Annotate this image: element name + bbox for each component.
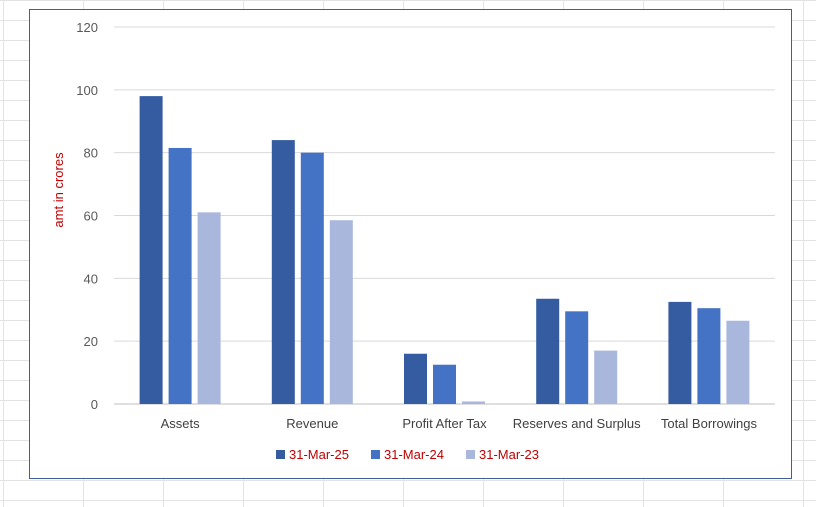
x-category-label: Revenue xyxy=(286,416,338,431)
bar[interactable] xyxy=(668,301,692,404)
bar-chart: 0 20 40 60 80 100 120 Assets Revenue Profit Afte… xyxy=(51,20,775,462)
bar[interactable] xyxy=(139,96,163,404)
bar[interactable] xyxy=(197,212,221,404)
legend: 31-Mar-25 31-Mar-24 31-Mar-23 xyxy=(276,447,539,462)
y-axis-title: amt in crores xyxy=(51,152,66,228)
y-tick-label: 100 xyxy=(76,83,98,98)
y-tick-label: 40 xyxy=(84,271,98,286)
bars xyxy=(139,96,750,404)
y-tick-label: 60 xyxy=(84,209,98,224)
bar[interactable] xyxy=(433,364,456,404)
legend-swatch xyxy=(466,450,475,459)
bar[interactable] xyxy=(300,152,324,404)
y-tick-label: 20 xyxy=(84,334,98,349)
legend-label: 31-Mar-24 xyxy=(384,447,444,462)
x-category-label: Assets xyxy=(161,416,201,431)
x-axis-categories: Assets Revenue Profit After Tax Reserves an… xyxy=(161,416,758,431)
bar[interactable] xyxy=(726,320,750,404)
legend-label: 31-Mar-25 xyxy=(289,447,349,462)
y-axis-ticks: 0 20 40 60 80 100 120 xyxy=(76,20,98,412)
bar[interactable] xyxy=(697,308,721,404)
legend-label: 31-Mar-23 xyxy=(479,447,539,462)
chart-frame[interactable]: 0 20 40 60 80 100 120 Assets Revenue Profit Afte… xyxy=(29,9,792,479)
bar[interactable] xyxy=(565,311,589,404)
bar[interactable] xyxy=(168,147,192,404)
bar[interactable] xyxy=(271,140,295,404)
x-category-label: Total Borrowings xyxy=(661,416,758,431)
y-tick-label: 0 xyxy=(91,397,98,412)
bar[interactable] xyxy=(404,353,427,404)
y-tick-label: 80 xyxy=(84,146,98,161)
bar[interactable] xyxy=(536,298,560,404)
gridlines xyxy=(114,26,775,405)
x-category-label: Reserves and Surplus xyxy=(513,416,641,431)
y-tick-label: 120 xyxy=(76,20,98,35)
x-category-label: Profit After Tax xyxy=(402,416,487,431)
legend-swatch xyxy=(371,450,380,459)
bar[interactable] xyxy=(329,220,353,404)
bar[interactable] xyxy=(594,350,618,404)
legend-swatch xyxy=(276,450,285,459)
bar[interactable] xyxy=(462,401,485,404)
